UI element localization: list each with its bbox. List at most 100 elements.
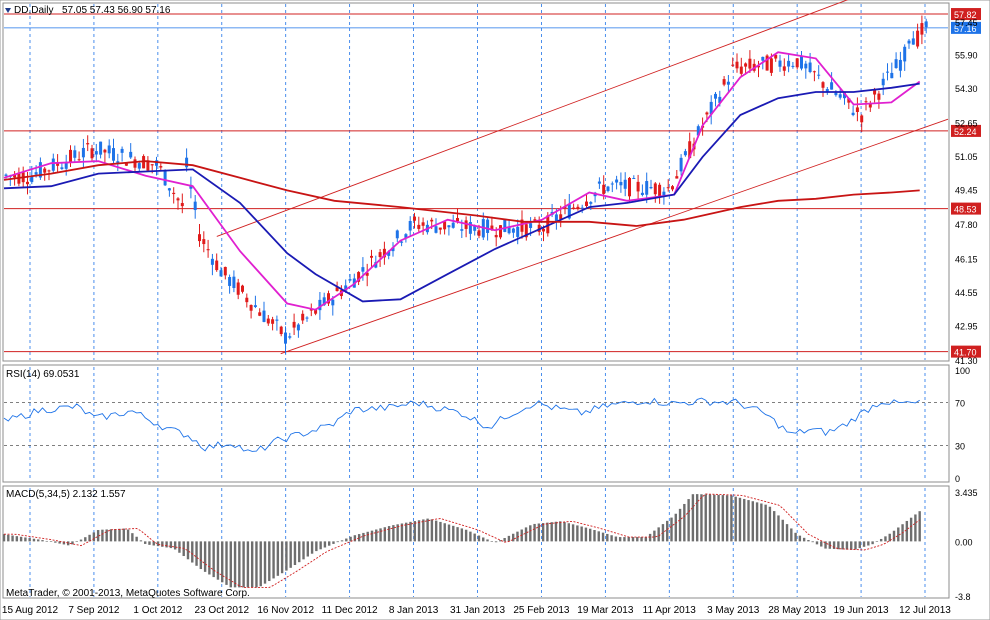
macd-bar	[631, 537, 635, 542]
candle-body	[344, 285, 348, 291]
candle-body	[494, 234, 498, 238]
price-pane[interactable]	[2, 2, 950, 362]
macd-bar	[751, 501, 755, 542]
candle-body	[778, 60, 782, 67]
candle-body	[537, 224, 541, 232]
macd-bar	[511, 533, 515, 542]
candle-body	[714, 93, 717, 99]
macd-bar	[366, 531, 369, 542]
macd-bar	[640, 537, 643, 542]
macd-bar	[353, 535, 357, 542]
candle-body	[417, 224, 421, 229]
x-tick-label: 31 Jan 2013	[450, 605, 505, 616]
x-tick-label: 15 Aug 2012	[2, 605, 59, 616]
candle-body	[60, 167, 64, 169]
macd-bar	[755, 502, 759, 542]
candle-body	[309, 309, 313, 311]
candle-body	[520, 219, 524, 232]
x-tick-label: 3 May 2013	[707, 605, 760, 616]
macd-bar	[426, 518, 429, 542]
macd-bar	[400, 523, 404, 542]
candle-body	[675, 176, 679, 179]
macd-bar	[524, 527, 528, 542]
candle-body	[408, 221, 412, 231]
macd-bar	[434, 520, 438, 542]
macd-bar	[597, 531, 600, 542]
candle-body	[812, 71, 816, 73]
candle-body	[253, 305, 257, 308]
candle-body	[210, 258, 214, 265]
candle-body	[142, 156, 146, 169]
macd-bar	[62, 541, 66, 545]
candle-body	[640, 192, 644, 196]
macd-bar	[212, 541, 215, 578]
candle-body	[666, 187, 670, 189]
macd-bar	[721, 495, 725, 542]
candle-body	[503, 218, 507, 232]
candlesticks	[4, 15, 928, 354]
watermark: MetaTrader, © 2001-2013, MetaQuotes Soft…	[6, 588, 250, 599]
candle-body	[176, 198, 180, 201]
macd-bar	[850, 541, 853, 550]
macd-bar	[289, 541, 292, 568]
dropdown-triangle-icon[interactable]	[5, 8, 11, 13]
macd-bar	[238, 541, 241, 588]
macd-bar	[452, 525, 455, 542]
price-tick-label: 57.45	[955, 18, 978, 28]
candle-body	[662, 191, 666, 196]
candle-body	[219, 270, 223, 277]
candle-body	[873, 89, 877, 95]
candle-body	[645, 181, 649, 195]
x-tick-label: 11 Dec 2012	[322, 605, 378, 616]
macd-bar	[101, 529, 104, 542]
macd-bar	[725, 495, 729, 542]
macd-bar	[674, 513, 677, 542]
rsi-pane[interactable]	[2, 364, 950, 483]
macd-bar	[845, 541, 849, 550]
level-price-label: 41.70	[954, 348, 977, 358]
macd-bar	[854, 541, 857, 550]
candle-body	[825, 89, 829, 92]
candle-body	[821, 82, 825, 88]
macd-bar	[777, 515, 780, 542]
candle-body	[855, 107, 859, 113]
macd-bar	[340, 540, 344, 542]
rsi-title: RSI(14) 69.0531	[6, 369, 80, 380]
candle-body	[81, 147, 85, 158]
macd-bar	[246, 541, 250, 588]
macd-bar	[781, 519, 784, 542]
candle-body	[460, 229, 464, 231]
candle-body	[744, 63, 748, 67]
candle-body	[688, 141, 692, 159]
candle-body	[34, 172, 38, 175]
candle-body	[370, 255, 373, 258]
macd-pane[interactable]	[2, 485, 950, 599]
candle-body	[576, 206, 580, 209]
candle-body	[271, 319, 275, 324]
macd-bar	[144, 541, 147, 544]
macd-bar	[75, 541, 78, 542]
vertical-grid	[29, 4, 926, 597]
candle-body	[404, 234, 408, 239]
candle-body	[357, 272, 361, 282]
macd-bar	[203, 541, 207, 572]
candle-body	[107, 145, 111, 154]
macd-bar	[268, 541, 271, 582]
candle-body	[43, 168, 47, 173]
candle-body	[322, 297, 326, 306]
candle-body	[511, 228, 515, 233]
candle-body	[301, 313, 305, 321]
candle-body	[185, 157, 189, 168]
macd-bar	[670, 517, 673, 542]
candle-body	[597, 181, 601, 184]
macd-bar	[387, 526, 391, 542]
x-tick-label: 23 Oct 2012	[195, 605, 250, 616]
candle-body	[808, 62, 812, 72]
level-price-tag	[951, 124, 981, 137]
macd-bar	[15, 536, 19, 542]
candle-body	[47, 170, 51, 172]
macd-bar	[636, 537, 639, 542]
candle-body	[765, 55, 769, 71]
macd-bar	[499, 540, 502, 542]
macd-bar	[298, 541, 301, 563]
